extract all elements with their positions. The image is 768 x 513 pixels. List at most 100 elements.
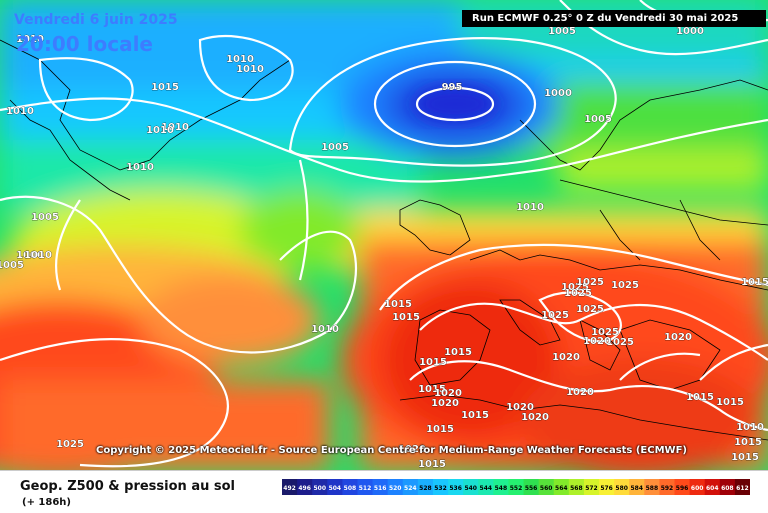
low-core [415, 86, 495, 122]
isobar-label: 1010 [24, 250, 52, 261]
scale-label: 608 [721, 485, 734, 492]
isobar-label: 1015 [741, 277, 768, 288]
scale-label: 596 [676, 485, 689, 492]
isobar-label: 1025 [561, 282, 589, 293]
scale-label: 508 [344, 485, 357, 492]
scale-swatch [402, 479, 419, 495]
scale-swatch [629, 479, 645, 495]
scale-swatch [583, 479, 600, 495]
scale-label: 492 [283, 485, 296, 492]
scale-label: 568 [570, 485, 583, 492]
isobar-label: 1005 [0, 260, 24, 271]
isobar-label: 1010 [516, 202, 544, 213]
isobar-label: 1010 [736, 422, 764, 433]
isobar-label: 1025 [541, 310, 569, 321]
isobar-label: 1000 [544, 88, 572, 99]
scale-label: 528 [419, 485, 432, 492]
coastlines [0, 39, 768, 441]
scale-label: 544 [480, 485, 493, 492]
isobar-label: 1025 [606, 337, 634, 348]
isobar-label: 1005 [31, 212, 59, 223]
isobar-label: 1020 [566, 387, 594, 398]
isobar-label: 1005 [321, 142, 349, 153]
map-canvas: 1010101010101015101010101010100599510001… [0, 0, 768, 470]
scale-swatch [674, 479, 691, 495]
isobar-label: 1020 [398, 444, 426, 455]
scale-label: 556 [525, 485, 538, 492]
scale-swatch [312, 479, 328, 495]
scale-label: 536 [449, 485, 462, 492]
isobar-label: 1020 [431, 398, 459, 409]
scale-swatch [614, 479, 630, 495]
scale-swatch [448, 479, 464, 495]
isobar-label: 1010 [161, 122, 189, 133]
scale-label: 524 [404, 485, 417, 492]
scale-label: 548 [495, 485, 508, 492]
isobar-label: 1015 [444, 347, 472, 358]
scale-swatch [372, 479, 389, 495]
scale-label: 516 [374, 485, 387, 492]
isobar-label: 1020 [506, 402, 534, 413]
isobar-label: 1020 [552, 352, 580, 363]
isobar-label: 1015 [731, 452, 759, 463]
scale-swatch [478, 479, 494, 495]
weather-map: 1010 1010 1010 1015 1010 1010 1010 1005 995 1000 1… [0, 0, 768, 470]
legend-panel: Geop. Z500 & pression au sol (+ 186h) 49… [0, 470, 768, 513]
scale-label: 540 [464, 485, 477, 492]
isobar-label: 1005 [548, 26, 576, 37]
scale-label: 564 [555, 485, 568, 492]
scale-label: 500 [313, 485, 326, 492]
product-title: Geop. Z500 & pression au sol [20, 479, 235, 494]
scale-swatch [357, 479, 374, 495]
geopotential-field [0, 0, 768, 470]
product-lead-time: (+ 186h) [22, 497, 71, 508]
scale-swatch [463, 479, 479, 495]
isobar-label: 1005 [584, 114, 612, 125]
scale-label: 560 [540, 485, 553, 492]
forecast-date: Vendredi 6 juin 2025 [14, 12, 178, 28]
scale-label: 612 [736, 485, 749, 492]
forecast-time: 20:00 locale [16, 32, 153, 56]
scale-label: 588 [646, 485, 659, 492]
isobar-label: 1020 [434, 388, 462, 399]
scale-swatch [282, 479, 298, 495]
isobar-label: 1025 [564, 288, 592, 299]
scale-swatch [659, 479, 676, 495]
scale-swatch [327, 479, 343, 495]
scale-swatch [508, 479, 525, 495]
scale-swatch [689, 479, 706, 495]
isobar-label: 1015 [686, 392, 714, 403]
isobar-label: 1025 [591, 327, 619, 338]
scale-label: 532 [434, 485, 447, 492]
color-scale: 492 496 500 504 508 512 516 520 524 528 532 536 540 5… [282, 479, 750, 495]
isobar-label: 1015 [716, 397, 744, 408]
isobar-label: 1010 [146, 125, 174, 136]
isobar-label: 1015 [418, 384, 446, 395]
color-scale-bar: 492 496 500 504 508 512 516 520 524 528 532 536 540 5… [282, 479, 750, 495]
scale-swatch [387, 479, 404, 495]
isobar-label: 1010 [126, 162, 154, 173]
isobar-label: 1025 [56, 439, 84, 450]
isobar-label: 995 [442, 82, 463, 93]
isobar-label: 1025 [611, 280, 639, 291]
isobar-label: 1000 [676, 26, 704, 37]
isobar-label: 1015 [392, 312, 420, 323]
copyright-text: Copyright © 2025 Meteociel.fr - Source E… [96, 445, 687, 456]
run-banner: Run ECMWF 0.25° 0 Z du Vendredi 30 mai 2… [462, 10, 766, 27]
scale-label: 576 [600, 485, 613, 492]
scale-label: 552 [510, 485, 523, 492]
scale-label: 604 [706, 485, 719, 492]
scale-swatch [432, 479, 449, 495]
isobar-label: 1015 [426, 424, 454, 435]
scale-label: 584 [631, 485, 644, 492]
scale-swatch [599, 479, 615, 495]
isobar-label: 1020 [521, 412, 549, 423]
isobar-labels: 1010101010101015101010101010100599510001… [0, 26, 768, 470]
isobar-label: 1010 [236, 64, 264, 75]
scale-label: 592 [661, 485, 674, 492]
isobar-label: 1000 [16, 250, 44, 261]
isobar-label: 1015 [151, 82, 179, 93]
scale-label: 580 [615, 485, 628, 492]
scale-label: 496 [298, 485, 311, 492]
scale-label: 504 [329, 485, 342, 492]
